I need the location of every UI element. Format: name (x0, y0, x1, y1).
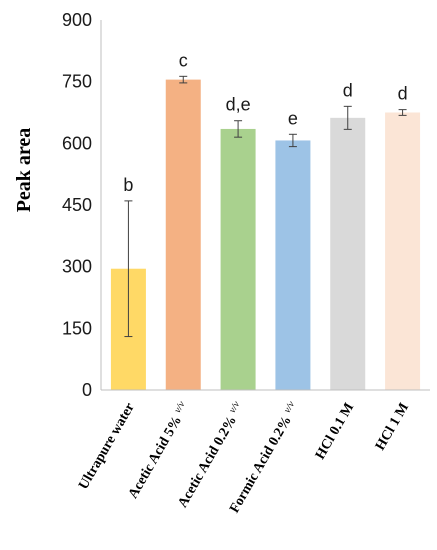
y-tick-label: 300 (62, 257, 92, 277)
significance-label: d,e (226, 95, 251, 115)
significance-label: d (398, 84, 408, 104)
category-label: Ultrapure water (76, 401, 138, 493)
error-bar (234, 120, 243, 138)
y-tick-label: 450 (62, 195, 92, 215)
y-tick-label: 900 (62, 10, 92, 30)
bar (385, 112, 421, 390)
bar (275, 140, 311, 390)
y-tick-label: 150 (62, 318, 92, 338)
category-label: HCl 1 M (373, 401, 412, 454)
y-tick-label: 750 (62, 72, 92, 92)
error-bar (124, 200, 133, 338)
category-label: HCl 0.1 M (313, 401, 357, 463)
significance-label: c (179, 50, 188, 70)
error-bar (288, 133, 297, 148)
significance-labels: b c d,e e d d (123, 50, 407, 195)
y-tick-labels: 0 150 300 450 600 750 900 (62, 10, 92, 400)
significance-label: d (343, 80, 353, 100)
significance-label: e (288, 108, 298, 128)
y-axis-label: Peak area (13, 128, 35, 213)
bar (220, 128, 256, 390)
bar (330, 117, 366, 390)
bars (110, 79, 421, 390)
error-bars (124, 75, 407, 338)
error-bar (398, 109, 407, 116)
significance-label: b (123, 175, 133, 195)
category-label: Acetic Acid 5% v/v (124, 399, 193, 501)
y-tick-label: 600 (62, 133, 92, 153)
error-bar (343, 105, 352, 130)
error-bar (179, 75, 188, 84)
bar (165, 79, 201, 390)
y-tick-label: 0 (82, 380, 92, 400)
